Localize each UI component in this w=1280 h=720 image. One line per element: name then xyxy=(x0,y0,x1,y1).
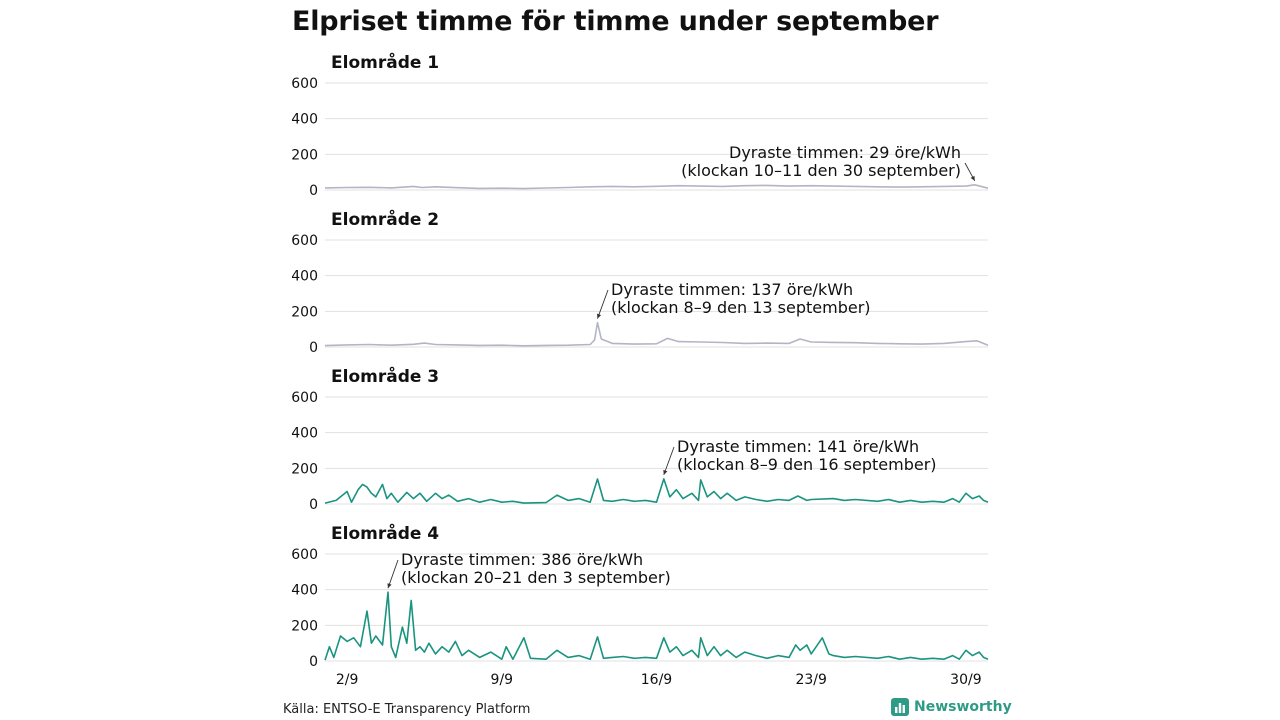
y-tick-label: 200 xyxy=(291,147,318,163)
y-tick-label: 400 xyxy=(291,112,318,128)
panel-title: Elområde 1 xyxy=(331,51,439,73)
annotation-arrowhead xyxy=(663,469,668,475)
annotation-arrowhead xyxy=(970,175,975,181)
panel-1: Elområde 1 0 200 400 600 Dyraste timmen: 29 ö… xyxy=(291,51,989,199)
panel-4: Elområde 4 0 200 400 600 Dyraste timmen: 386 … xyxy=(291,522,989,670)
page-title: Elpriset timme för timme under september xyxy=(292,6,939,37)
y-tick-label: 400 xyxy=(291,269,318,285)
bar-chart-icon xyxy=(891,698,909,716)
price-line xyxy=(324,184,989,190)
y-tick-label: 0 xyxy=(309,654,318,670)
annotation-pointer xyxy=(663,446,675,476)
annotation-line1: Dyraste timmen: 386 öre/kWh xyxy=(401,550,643,569)
y-tick-label: 600 xyxy=(291,390,318,406)
y-tick-label: 200 xyxy=(291,304,318,320)
price-line xyxy=(324,478,989,504)
y-tick-label: 0 xyxy=(309,497,318,513)
y-tick-label: 600 xyxy=(291,76,318,92)
annotation-pointer xyxy=(387,559,399,589)
annotation-line2: (klockan 8–9 den 13 september) xyxy=(611,298,871,317)
y-tick-label: 0 xyxy=(309,340,318,356)
price-line xyxy=(324,591,989,661)
y-tick-label: 600 xyxy=(291,233,318,249)
annotation-pointer xyxy=(597,289,609,319)
y-tick-label: 600 xyxy=(291,547,318,563)
brand-name: Newsworthy xyxy=(914,699,1012,715)
annotation-line2: (klockan 20–21 den 3 september) xyxy=(401,568,671,587)
panel-title: Elområde 3 xyxy=(331,365,439,387)
panel-title: Elområde 4 xyxy=(331,522,439,544)
annotation-arrowhead xyxy=(387,583,392,589)
x-tick-label: 2/9 xyxy=(336,672,359,688)
annotation-line2: (klockan 10–11 den 30 september) xyxy=(681,161,961,180)
price-line xyxy=(324,321,989,347)
x-tick-label: 16/9 xyxy=(641,672,672,688)
price-chart: Elområde 1 0 200 400 600 Dyraste timmen: 29 ö… xyxy=(291,51,989,688)
annotation-line1: Dyraste timmen: 137 öre/kWh xyxy=(611,280,853,299)
panel-2: Elområde 2 0 200 400 600 Dyraste timmen: 137 … xyxy=(291,208,989,356)
annotation-line1: Dyraste timmen: 29 öre/kWh xyxy=(729,143,961,162)
y-tick-label: 0 xyxy=(309,183,318,199)
x-tick-label: 30/9 xyxy=(950,672,981,688)
y-tick-label: 200 xyxy=(291,461,318,477)
y-tick-label: 200 xyxy=(291,618,318,634)
panel-title: Elområde 2 xyxy=(331,208,439,230)
source-note: Källa: ENTSO-E Transparency Platform xyxy=(283,702,531,717)
panel-3: Elområde 3 0 200 400 600 Dyraste timmen: 141 … xyxy=(291,365,989,513)
y-tick-label: 400 xyxy=(291,426,318,442)
brand-logo: Newsworthy xyxy=(891,698,1012,716)
annotation-line1: Dyraste timmen: 141 öre/kWh xyxy=(677,437,919,456)
x-tick-label: 9/9 xyxy=(491,672,514,688)
x-tick-label: 23/9 xyxy=(795,672,826,688)
y-tick-label: 400 xyxy=(291,583,318,599)
annotation-line2: (klockan 8–9 den 16 september) xyxy=(677,455,937,474)
annotation-arrowhead xyxy=(597,313,602,319)
